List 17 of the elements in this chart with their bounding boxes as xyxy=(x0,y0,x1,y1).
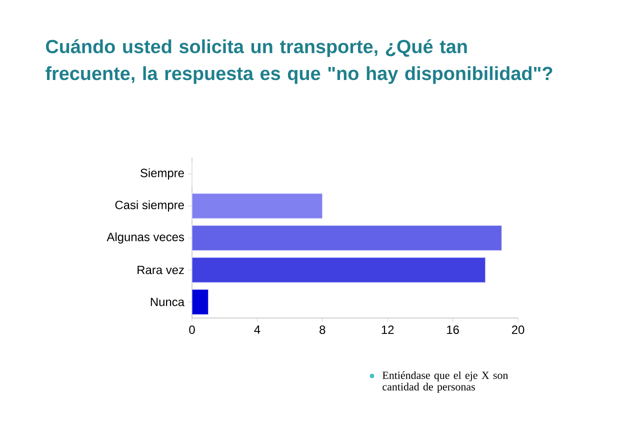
bar xyxy=(192,289,209,315)
y-tick-label: Siempre xyxy=(140,168,184,180)
bar xyxy=(192,257,486,283)
x-tick-label: 0 xyxy=(189,326,195,334)
bar xyxy=(192,193,323,219)
text: Entiéndase que el eje X son cantidad de personas xyxy=(382,371,508,393)
x-tick-label: 4 xyxy=(254,326,260,334)
x-tick-label: 8 xyxy=(320,326,326,334)
x-tick-label: 20 xyxy=(512,326,524,334)
y-tick-label: Algunas veces xyxy=(106,232,184,244)
y-tick-label: Rara vez xyxy=(138,266,184,274)
y-tick-label: Nunca xyxy=(150,298,184,306)
y-tick-label: Casi siempre xyxy=(115,200,184,212)
x-tick-label: 12 xyxy=(382,326,394,334)
chart-title: Cuándo usted solicita un transporte, ¿Qué tan frecuente, la respuesta es que "no hay disponibilidad"? xyxy=(46,39,552,84)
bar xyxy=(192,225,502,251)
x-tick-label: 16 xyxy=(447,326,459,334)
